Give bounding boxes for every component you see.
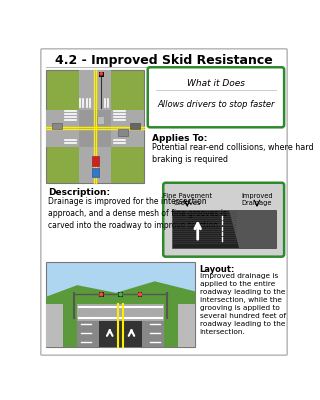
Bar xyxy=(52,123,62,129)
Circle shape xyxy=(139,293,141,296)
Bar xyxy=(99,292,104,297)
Bar xyxy=(63,304,77,347)
Circle shape xyxy=(100,293,103,296)
Text: 4.2 - Improved Skid Resistance: 4.2 - Improved Skid Resistance xyxy=(55,54,273,67)
Bar xyxy=(99,72,104,77)
Bar xyxy=(79,110,111,146)
Text: Allows drivers to stop faster: Allows drivers to stop faster xyxy=(157,100,275,110)
Bar xyxy=(77,304,164,347)
Bar xyxy=(46,304,63,347)
Text: Applies To:: Applies To: xyxy=(152,134,207,143)
Text: Improved
Drainage: Improved Drainage xyxy=(241,193,273,206)
FancyBboxPatch shape xyxy=(41,49,287,355)
Bar xyxy=(92,168,99,177)
Text: Improved drainage is
applied to the entire
roadway leading to the
intersection, : Improved drainage is applied to the enti… xyxy=(200,273,286,335)
Text: Description:: Description: xyxy=(48,188,110,197)
Bar xyxy=(46,70,144,183)
Polygon shape xyxy=(229,210,276,248)
Polygon shape xyxy=(46,281,195,347)
Bar xyxy=(99,321,142,347)
FancyBboxPatch shape xyxy=(148,67,284,127)
Bar xyxy=(46,110,144,146)
Bar xyxy=(92,156,99,166)
FancyBboxPatch shape xyxy=(163,183,284,257)
Text: Drainage is improved for the intersection
approach, and a dense mesh of fine gro: Drainage is improved for the intersectio… xyxy=(48,197,227,230)
Bar xyxy=(79,70,111,183)
Bar xyxy=(97,116,104,124)
Bar xyxy=(118,292,123,297)
Bar xyxy=(172,210,276,248)
Text: Layout:: Layout: xyxy=(200,265,235,274)
Bar xyxy=(164,304,178,347)
Bar xyxy=(178,304,195,347)
Circle shape xyxy=(100,73,102,75)
Bar xyxy=(117,129,128,136)
Text: Potential rear-end collisions, where hard
braking is required: Potential rear-end collisions, where har… xyxy=(152,144,313,164)
Bar xyxy=(130,123,140,129)
Text: Fine Pavement
Grooves: Fine Pavement Grooves xyxy=(163,193,212,206)
Bar xyxy=(138,292,142,297)
Text: What it Does: What it Does xyxy=(187,79,245,88)
Bar xyxy=(46,262,195,347)
Circle shape xyxy=(119,293,122,296)
Bar xyxy=(77,304,164,321)
